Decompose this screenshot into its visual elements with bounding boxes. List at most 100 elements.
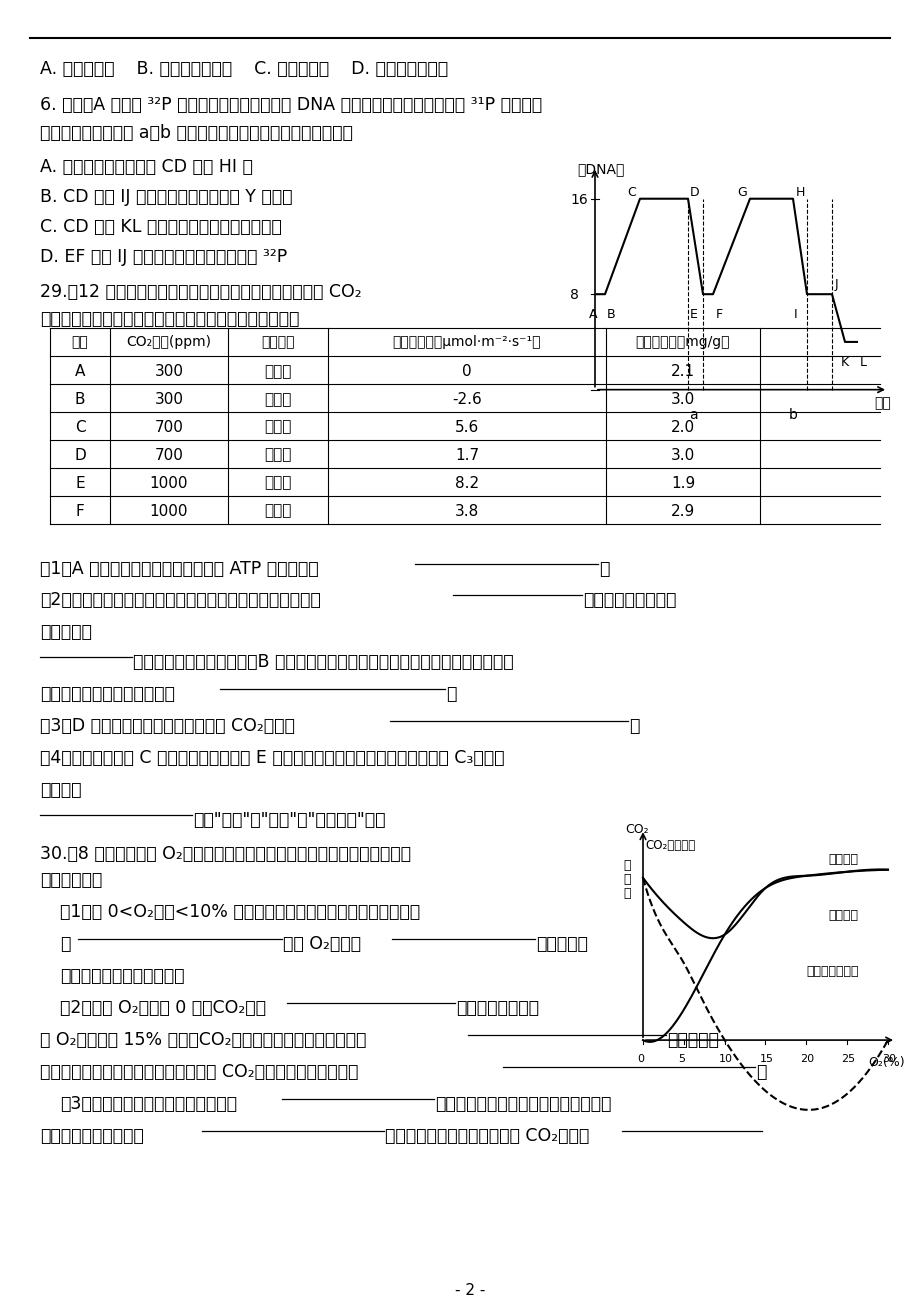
Text: K: K — [840, 355, 848, 368]
Text: 300: 300 — [154, 363, 183, 379]
Text: 。: 。 — [755, 1062, 766, 1081]
Text: J: J — [834, 279, 838, 292]
Text: 8.2: 8.2 — [454, 475, 479, 491]
Text: 列相关问题：: 列相关问题： — [40, 871, 102, 889]
Text: CO₂浓度(ppm): CO₂浓度(ppm) — [127, 335, 211, 349]
Text: 马铃薯块茎细胞的无氧呼吸强度不能用 CO₂的释放量表示，原因是: 马铃薯块茎细胞的无氧呼吸强度不能用 CO₂的释放量表示，原因是 — [40, 1062, 358, 1081]
Text: 量: 量 — [622, 887, 630, 900]
Text: A: A — [74, 363, 85, 379]
Text: 放: 放 — [622, 874, 630, 887]
Text: 当 O₂浓度达到 15% 以后，CO₂释放量不再继续增加的内因是: 当 O₂浓度达到 15% 以后，CO₂释放量不再继续增加的内因是 — [40, 1031, 366, 1049]
Text: 30: 30 — [881, 1055, 895, 1064]
Text: A. 基因重组一定发生于 CD 段或 HI 段: A. 基因重组一定发生于 CD 段或 HI 段 — [40, 158, 253, 176]
Text: 20: 20 — [800, 1055, 813, 1064]
Text: D: D — [74, 448, 85, 462]
Text: 0: 0 — [461, 363, 471, 379]
Text: 8: 8 — [570, 288, 578, 302]
Text: 5.6: 5.6 — [454, 419, 479, 435]
Text: D. EF 段和 IJ 段中细胞内每条染色体均含 ³²P: D. EF 段和 IJ 段中细胞内每条染色体均含 ³²P — [40, 247, 287, 266]
Text: 时，马铃薯: 时，马铃薯 — [536, 935, 587, 953]
Text: （1）A 组实验中植物叶肉细胞内产生 ATP 的细胞器有: （1）A 组实验中植物叶肉细胞内产生 ATP 的细胞器有 — [40, 560, 318, 578]
Text: A. 红色窄花办    B. 白色中间型花办    C. 粉红窄花办    D. 粉红中间型花办: A. 红色窄花办 B. 白色中间型花办 C. 粉红窄花办 D. 粉红中间型花办 — [40, 60, 448, 78]
Text: 2.1: 2.1 — [670, 363, 695, 379]
Text: （2）据表分析，影响此植物中叶绿素相对含量的主要因素为: （2）据表分析，影响此植物中叶绿素相对含量的主要因素为 — [40, 591, 321, 609]
Text: 5: 5 — [677, 1055, 684, 1064]
Text: 2.0: 2.0 — [670, 419, 695, 435]
Text: （3）D 组实验中植物光合作用所需的 CO₂来自于: （3）D 组实验中植物光合作用所需的 CO₂来自于 — [40, 717, 295, 736]
Text: 条件下进行。细胞呼吸是否产生酒精，: 条件下进行。细胞呼吸是否产生酒精， — [435, 1095, 611, 1113]
Text: 高光强: 高光强 — [264, 363, 291, 379]
Text: 浓度下进行光合作用的实验研究数据，请回答相关问题：: 浓度下进行光合作用的实验研究数据，请回答相关问题： — [40, 310, 299, 328]
Text: B: B — [607, 309, 615, 322]
Text: C: C — [74, 419, 85, 435]
Text: 。在 O₂浓度为: 。在 O₂浓度为 — [283, 935, 360, 953]
Text: 有氧呼吸: 有氧呼吸 — [827, 853, 857, 866]
Text: 无氧呼吸消失点: 无氧呼吸消失点 — [805, 965, 857, 978]
Text: 无氧呼吸: 无氧呼吸 — [827, 909, 857, 922]
Text: 。以上结果表明，该: 。以上结果表明，该 — [583, 591, 675, 609]
Text: （填"上升"、"下降"或"基本不变"）。: （填"上升"、"下降"或"基本不变"）。 — [193, 811, 385, 829]
Text: 6. 如图，A 点处用 ³²P 标记果蝇精原细胞核所有 DNA 的双链，然后将细胞置于含 ³¹P 的培养液: 6. 如图，A 点处用 ³²P 标记果蝇精原细胞核所有 DNA 的双链，然后将细… — [40, 96, 541, 113]
Text: B: B — [74, 392, 85, 406]
Text: 25: 25 — [840, 1055, 855, 1064]
Text: C: C — [627, 186, 635, 199]
Text: 释: 释 — [622, 859, 630, 872]
Text: 1000: 1000 — [150, 504, 188, 518]
Text: （填细胞结构），: （填细胞结构）， — [456, 999, 539, 1017]
Text: 。: 。 — [446, 685, 456, 703]
Text: 1.7: 1.7 — [454, 448, 479, 462]
Text: I: I — [793, 309, 797, 322]
Text: O₂(%): O₂(%) — [867, 1056, 903, 1069]
Text: 。研究发现: 。研究发现 — [666, 1031, 718, 1049]
Text: 。: 。 — [629, 717, 639, 736]
Text: （2）图中 O₂浓度为 0 时，CO₂来自: （2）图中 O₂浓度为 0 时，CO₂来自 — [60, 999, 266, 1017]
Text: 3.0: 3.0 — [670, 448, 695, 462]
Text: 素外还可以怎样改变外界环境: 素外还可以怎样改变外界环境 — [40, 685, 175, 703]
Text: 是: 是 — [60, 935, 70, 953]
Text: 进行鉴定。细胞呼吸是否产生 CO₂，可用: 进行鉴定。细胞呼吸是否产生 CO₂，可用 — [384, 1128, 588, 1144]
Text: 16: 16 — [570, 193, 587, 207]
Text: 15: 15 — [759, 1055, 773, 1064]
Text: 植物可通过: 植物可通过 — [40, 624, 92, 642]
Text: - 2 -: - 2 - — [455, 1282, 485, 1298]
Text: 高光强: 高光强 — [264, 419, 291, 435]
Text: 净光合速率（μmol·m⁻²·s⁻¹）: 净光合速率（μmol·m⁻²·s⁻¹） — [392, 335, 540, 349]
Text: E: E — [689, 309, 698, 322]
Text: 光照强度: 光照强度 — [261, 335, 294, 349]
Text: 时间: 时间 — [873, 397, 890, 410]
Text: 低光强: 低光强 — [264, 392, 291, 406]
Text: 1.9: 1.9 — [670, 475, 695, 491]
Text: 高光强: 高光强 — [264, 475, 291, 491]
Text: （3）若测定该植株的呼吸强度，要在: （3）若测定该植株的呼吸强度，要在 — [60, 1095, 237, 1113]
Text: CO₂: CO₂ — [624, 823, 648, 836]
Text: 组别: 组别 — [72, 335, 88, 349]
Text: 3.8: 3.8 — [454, 504, 479, 518]
Text: 低光强: 低光强 — [264, 504, 291, 518]
Text: 中培养。若细胞发生 a、b 连续两个分裂过程，相关叙述正确的是: 中培养。若细胞发生 a、b 连续两个分裂过程，相关叙述正确的是 — [40, 124, 353, 142]
Text: 3.0: 3.0 — [670, 392, 695, 406]
Text: 。: 。 — [598, 560, 608, 578]
Text: 700: 700 — [154, 448, 183, 462]
Text: H: H — [795, 186, 804, 199]
Text: 30.（8 分）如图表示 O₂浓度对马铃薯叶肉细胞呼吸的影响，请据图回答下: 30.（8 分）如图表示 O₂浓度对马铃薯叶肉细胞呼吸的影响，请据图回答下 — [40, 845, 411, 863]
Text: a: a — [688, 408, 697, 422]
Text: （4）实验中，若将 C 组实验中的植物转入 E 组的实验条件下，短时间内其叶绿体中 C₃化合物: （4）实验中，若将 C 组实验中的植物转入 E 组的实验条件下，短时间内其叶绿体… — [40, 750, 504, 767]
Text: -2.6: -2.6 — [451, 392, 482, 406]
Text: 10: 10 — [718, 1055, 732, 1064]
Text: B. CD 段和 IJ 段的细胞中可能有两条 Y 染色体: B. CD 段和 IJ 段的细胞中可能有两条 Y 染色体 — [40, 187, 292, 206]
Text: A: A — [588, 309, 596, 322]
Text: 300: 300 — [154, 392, 183, 406]
Text: CO₂释放总量: CO₂释放总量 — [644, 840, 695, 853]
Text: （1）在 0<O₂浓度<10% 时，马铃薯叶肉细胞进行呼吸作用的方式: （1）在 0<O₂浓度<10% 时，马铃薯叶肉细胞进行呼吸作用的方式 — [60, 904, 420, 922]
Text: 低光强: 低光强 — [264, 448, 291, 462]
Text: 700: 700 — [154, 419, 183, 435]
Text: F: F — [75, 504, 85, 518]
Text: 叶绻素含量（mg/g）: 叶绻素含量（mg/g） — [635, 335, 730, 349]
Text: 的含量将: 的含量将 — [40, 781, 82, 799]
Text: 29.（12 分）下表为某种植物分别在不同光照强度和不同 CO₂: 29.（12 分）下表为某种植物分别在不同光照强度和不同 CO₂ — [40, 283, 361, 301]
Text: 2.9: 2.9 — [670, 504, 695, 518]
Text: L: L — [859, 355, 866, 368]
Text: G: G — [736, 186, 746, 199]
Text: C. CD 段和 KL 段中细胞内均不含同源染色体: C. CD 段和 KL 段中细胞内均不含同源染色体 — [40, 217, 281, 236]
Text: D: D — [689, 186, 698, 199]
